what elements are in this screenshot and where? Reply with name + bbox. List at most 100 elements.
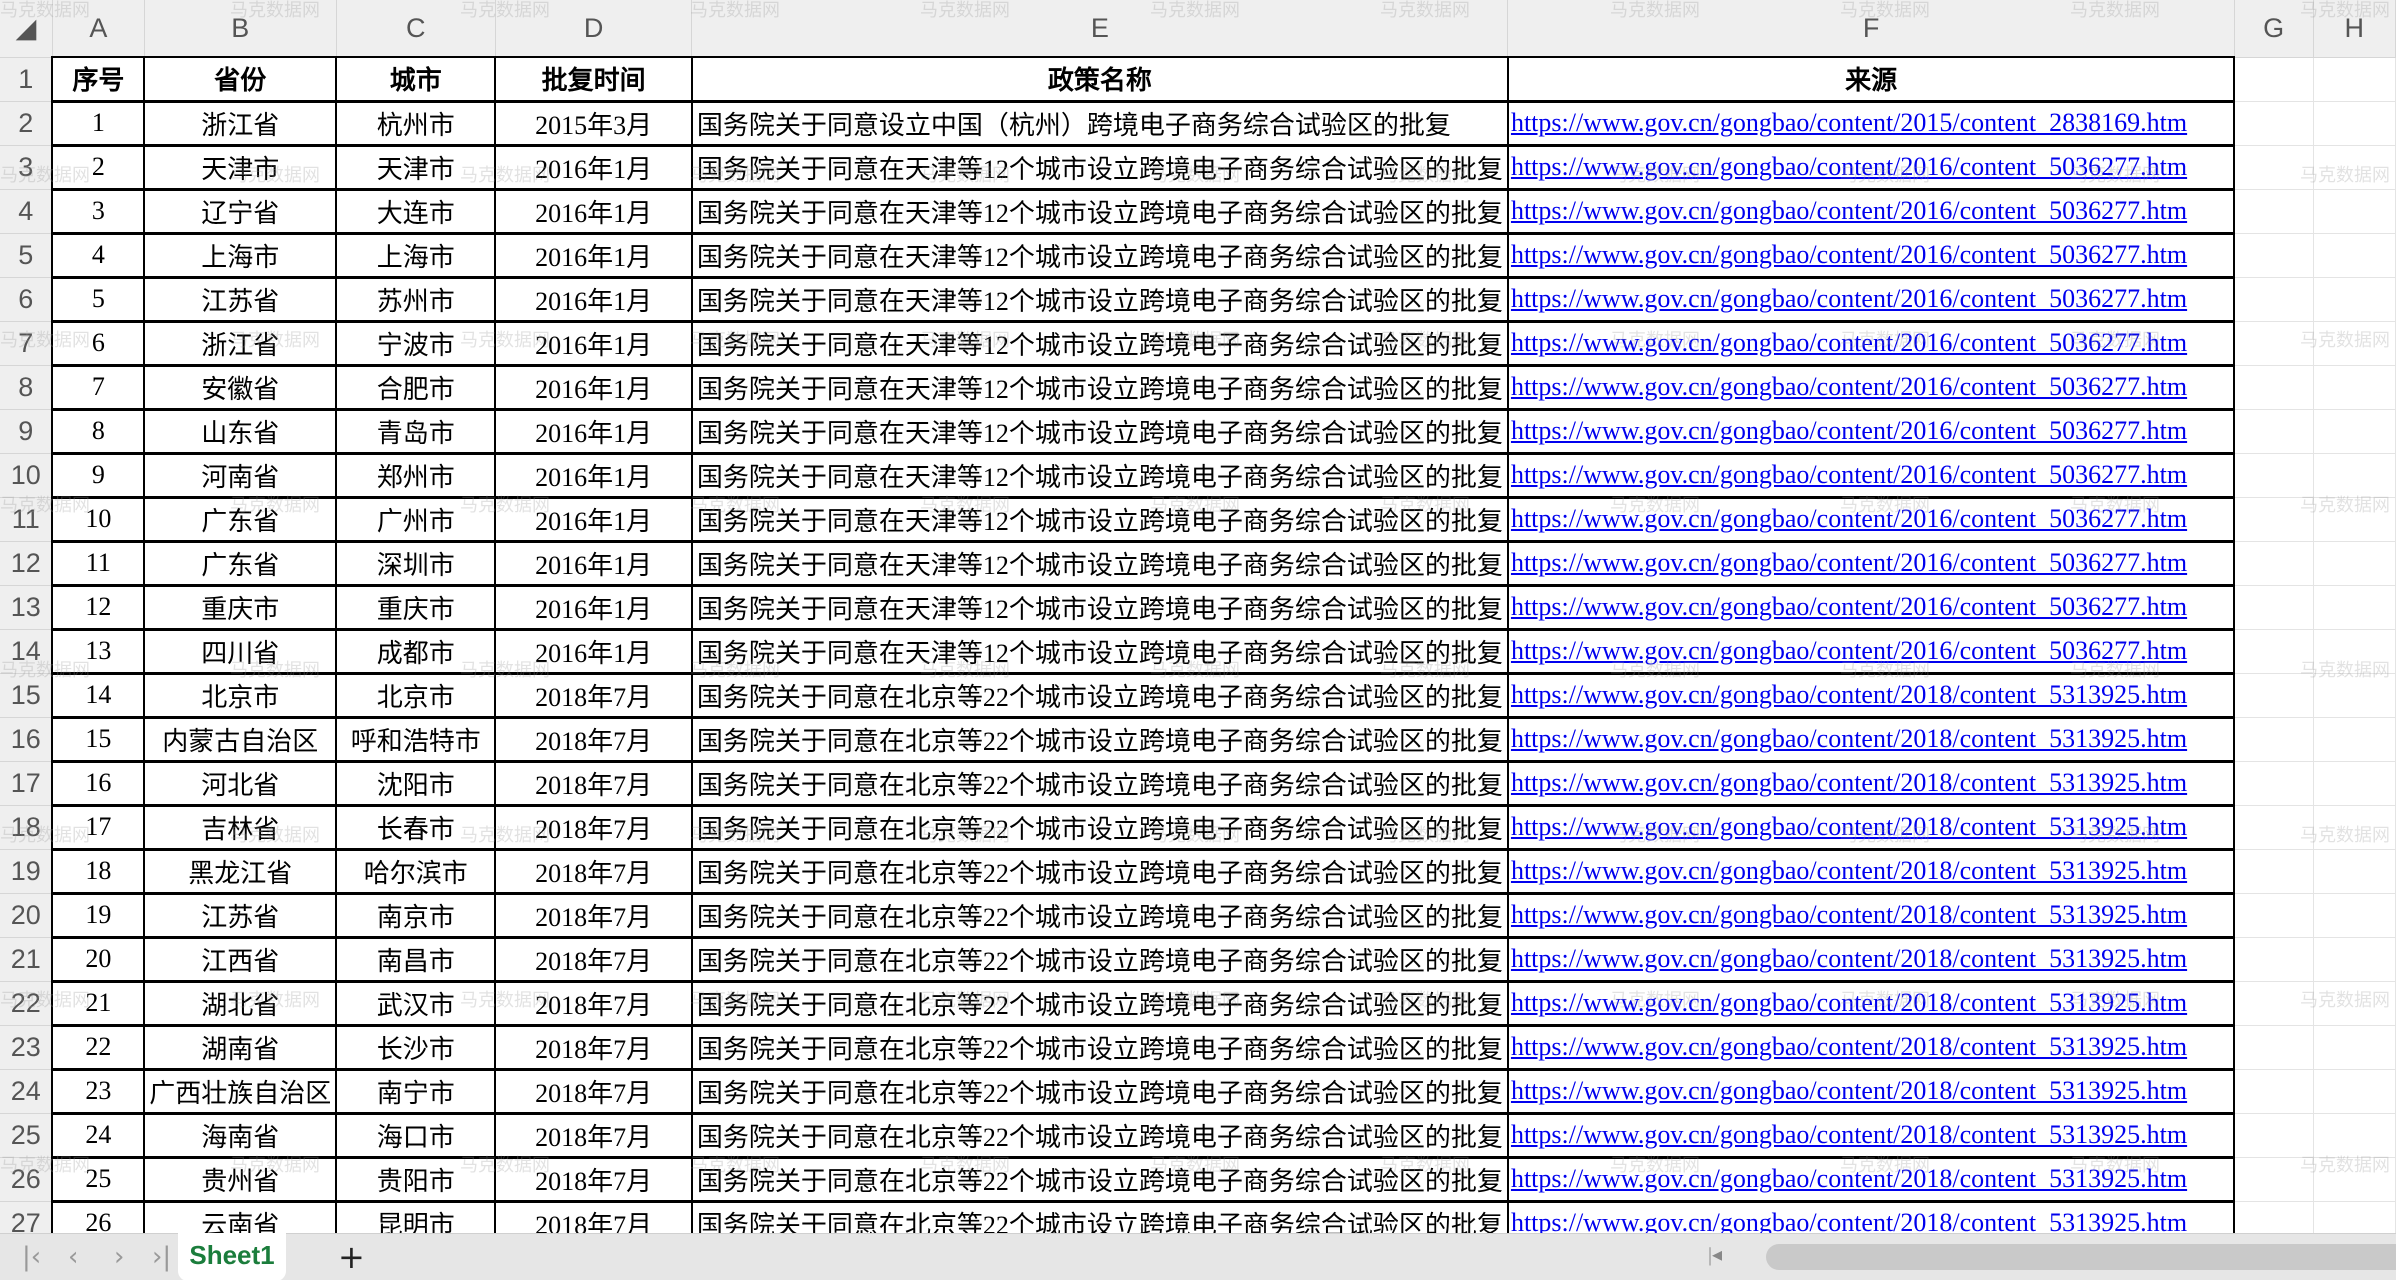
empty-cell[interactable] — [2234, 849, 2314, 894]
empty-cell[interactable] — [2234, 1025, 2314, 1070]
empty-cell[interactable] — [2313, 805, 2396, 850]
source-link-cell[interactable]: https://www.gov.cn/gongbao/content/2016/… — [1506, 365, 2236, 411]
empty-cell[interactable] — [2234, 673, 2314, 718]
empty-cell[interactable] — [2313, 453, 2396, 498]
source-link-cell[interactable]: https://www.gov.cn/gongbao/content/2018/… — [1506, 673, 2236, 719]
column-header-h[interactable]: H — [2313, 0, 2396, 58]
row-header-14[interactable]: 14 — [0, 629, 53, 674]
source-link-cell[interactable]: https://www.gov.cn/gongbao/content/2018/… — [1506, 1113, 2236, 1159]
empty-cell[interactable] — [2313, 189, 2396, 234]
empty-cell[interactable] — [2234, 937, 2314, 982]
row-header-22[interactable]: 22 — [0, 981, 53, 1026]
row-header-2[interactable]: 2 — [0, 101, 53, 146]
empty-cell[interactable] — [2313, 57, 2396, 102]
horizontal-scrollbar[interactable] — [1766, 1244, 2396, 1270]
empty-cell[interactable] — [2234, 453, 2314, 498]
row-header-11[interactable]: 11 — [0, 497, 53, 542]
empty-cell[interactable] — [2234, 57, 2314, 102]
empty-cell[interactable] — [2313, 981, 2396, 1026]
last-sheet-icon[interactable]: ›| — [152, 1242, 172, 1272]
empty-cell[interactable] — [2313, 585, 2396, 630]
source-link-cell[interactable]: https://www.gov.cn/gongbao/content/2018/… — [1506, 937, 2236, 983]
row-header-10[interactable]: 10 — [0, 453, 53, 498]
source-link-cell[interactable]: https://www.gov.cn/gongbao/content/2018/… — [1506, 981, 2236, 1027]
empty-cell[interactable] — [2313, 233, 2396, 278]
row-header-4[interactable]: 4 — [0, 189, 53, 234]
column-header-c[interactable]: C — [336, 0, 496, 58]
row-header-7[interactable]: 7 — [0, 321, 53, 366]
empty-cell[interactable] — [2313, 1025, 2396, 1070]
row-header-21[interactable]: 21 — [0, 937, 53, 982]
row-header-3[interactable]: 3 — [0, 145, 53, 190]
empty-cell[interactable] — [2313, 101, 2396, 146]
source-link-cell[interactable]: https://www.gov.cn/gongbao/content/2016/… — [1506, 321, 2236, 367]
row-header-12[interactable]: 12 — [0, 541, 53, 586]
empty-cell[interactable] — [2234, 277, 2314, 322]
column-header-b[interactable]: B — [144, 0, 337, 58]
column-header-d[interactable]: D — [495, 0, 693, 58]
empty-cell[interactable] — [2234, 1201, 2314, 1233]
empty-cell[interactable] — [2234, 1157, 2314, 1202]
select-all-corner[interactable]: ◢ — [0, 0, 53, 58]
empty-cell[interactable] — [2234, 189, 2314, 234]
column-header-e[interactable]: E — [691, 0, 1509, 58]
row-header-8[interactable]: 8 — [0, 365, 53, 410]
empty-cell[interactable] — [2234, 585, 2314, 630]
source-link-cell[interactable]: https://www.gov.cn/gongbao/content/2016/… — [1506, 233, 2236, 279]
add-sheet-button[interactable]: + — [338, 1238, 365, 1276]
empty-cell[interactable] — [2313, 1069, 2396, 1114]
source-link-cell[interactable]: https://www.gov.cn/gongbao/content/2018/… — [1506, 1157, 2236, 1203]
source-link-cell[interactable]: https://www.gov.cn/gongbao/content/2016/… — [1506, 145, 2236, 191]
row-header-16[interactable]: 16 — [0, 717, 53, 762]
row-header-5[interactable]: 5 — [0, 233, 53, 278]
empty-cell[interactable] — [2234, 541, 2314, 586]
prev-sheet-icon[interactable]: ‹ — [68, 1242, 79, 1272]
empty-cell[interactable] — [2313, 321, 2396, 366]
empty-cell[interactable] — [2234, 981, 2314, 1026]
empty-cell[interactable] — [2234, 409, 2314, 454]
empty-cell[interactable] — [2234, 145, 2314, 190]
row-header-6[interactable]: 6 — [0, 277, 53, 322]
row-header-25[interactable]: 25 — [0, 1113, 53, 1158]
source-link-cell[interactable]: https://www.gov.cn/gongbao/content/2018/… — [1506, 805, 2236, 851]
empty-cell[interactable] — [2234, 629, 2314, 674]
empty-cell[interactable] — [2313, 849, 2396, 894]
empty-cell[interactable] — [2313, 541, 2396, 586]
empty-cell[interactable] — [2234, 101, 2314, 146]
empty-cell[interactable] — [2313, 629, 2396, 674]
row-header-19[interactable]: 19 — [0, 849, 53, 894]
empty-cell[interactable] — [2234, 1113, 2314, 1158]
row-header-26[interactable]: 26 — [0, 1157, 53, 1202]
source-link-cell[interactable]: https://www.gov.cn/gongbao/content/2018/… — [1506, 1025, 2236, 1071]
empty-cell[interactable] — [2313, 717, 2396, 762]
scroll-left-icon[interactable]: |◂ — [1708, 1244, 1723, 1266]
source-link-cell[interactable]: https://www.gov.cn/gongbao/content/2016/… — [1506, 277, 2236, 323]
sheet-tab-sheet1[interactable]: Sheet1 — [178, 1233, 286, 1281]
row-header-18[interactable]: 18 — [0, 805, 53, 850]
empty-cell[interactable] — [2313, 497, 2396, 542]
row-header-9[interactable]: 9 — [0, 409, 53, 454]
empty-cell[interactable] — [2234, 1069, 2314, 1114]
empty-cell[interactable] — [2234, 893, 2314, 938]
row-header-23[interactable]: 23 — [0, 1025, 53, 1070]
empty-cell[interactable] — [2234, 761, 2314, 806]
empty-cell[interactable] — [2313, 1113, 2396, 1158]
empty-cell[interactable] — [2234, 233, 2314, 278]
row-header-1[interactable]: 1 — [0, 57, 53, 102]
row-header-20[interactable]: 20 — [0, 893, 53, 938]
source-link-cell[interactable]: https://www.gov.cn/gongbao/content/2018/… — [1506, 717, 2236, 763]
source-link-cell[interactable]: https://www.gov.cn/gongbao/content/2016/… — [1506, 629, 2236, 675]
row-header-17[interactable]: 17 — [0, 761, 53, 806]
first-sheet-icon[interactable]: |‹ — [22, 1242, 42, 1272]
empty-cell[interactable] — [2313, 145, 2396, 190]
source-link-cell[interactable]: https://www.gov.cn/gongbao/content/2018/… — [1506, 893, 2236, 939]
empty-cell[interactable] — [2234, 717, 2314, 762]
column-header-g[interactable]: G — [2234, 0, 2314, 58]
column-header-f[interactable]: F — [1507, 0, 2235, 58]
source-link-cell[interactable]: https://www.gov.cn/gongbao/content/2016/… — [1506, 189, 2236, 235]
empty-cell[interactable] — [2313, 673, 2396, 718]
source-link-cell[interactable]: https://www.gov.cn/gongbao/content/2018/… — [1506, 761, 2236, 807]
empty-cell[interactable] — [2313, 1201, 2396, 1233]
spreadsheet-grid[interactable]: ◢ A B C D E F G H 1 序号 省份 城市 批复时间 政策名称 来源 2 1 浙江省 杭州市 2015年… — [0, 0, 2396, 1233]
row-header-13[interactable]: 13 — [0, 585, 53, 630]
